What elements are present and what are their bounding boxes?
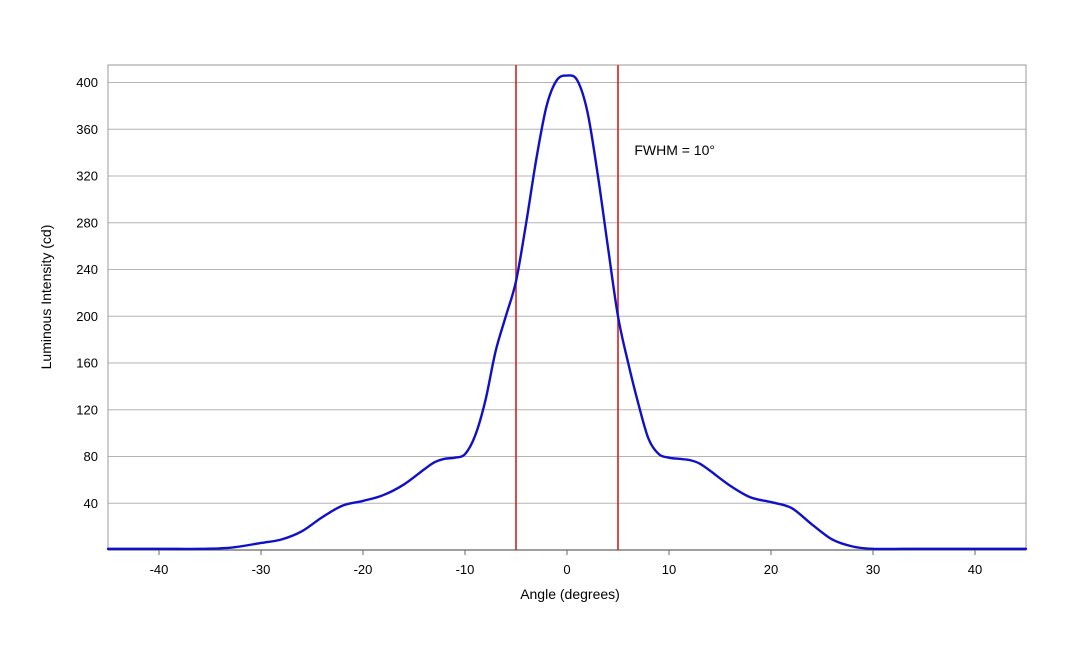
intensity-curve-0 [106, 74, 1028, 551]
fwhm-annotation: FWHM = 10° [634, 142, 715, 158]
y-tick-label: 40 [84, 496, 98, 511]
y-tick-label: 200 [76, 309, 98, 324]
y-tick-label: 120 [76, 402, 98, 417]
x-tick-label: 30 [866, 562, 880, 577]
fwhm-markers [515, 65, 619, 550]
annotations: FWHM = 10° [634, 142, 715, 158]
y-tick-label: 240 [76, 262, 98, 277]
x-axis-title: Angle (degrees) [520, 586, 620, 602]
x-tick-label: 40 [968, 562, 982, 577]
x-tick-label: -30 [252, 562, 271, 577]
y-tick-label: 400 [76, 75, 98, 90]
series-layer [106, 74, 1028, 551]
y-tick-label: 280 [76, 215, 98, 230]
y-axis-title: Luminous Intensity (cd) [38, 225, 54, 370]
x-tick-label: 0 [563, 562, 570, 577]
y-tick-label: 360 [76, 122, 98, 137]
y-tick-label: 320 [76, 169, 98, 184]
grid-layer [108, 82, 1026, 504]
x-tick-label: -40 [150, 562, 169, 577]
x-tick-label: 20 [764, 562, 778, 577]
plot-frame [107, 64, 1027, 551]
x-tick-label: 10 [662, 562, 676, 577]
x-tick-label: -20 [354, 562, 373, 577]
y-tick-label: 80 [84, 449, 98, 464]
plot-border [107, 64, 1027, 551]
x-tick-label: -10 [456, 562, 475, 577]
y-tick-label: 160 [76, 356, 98, 371]
